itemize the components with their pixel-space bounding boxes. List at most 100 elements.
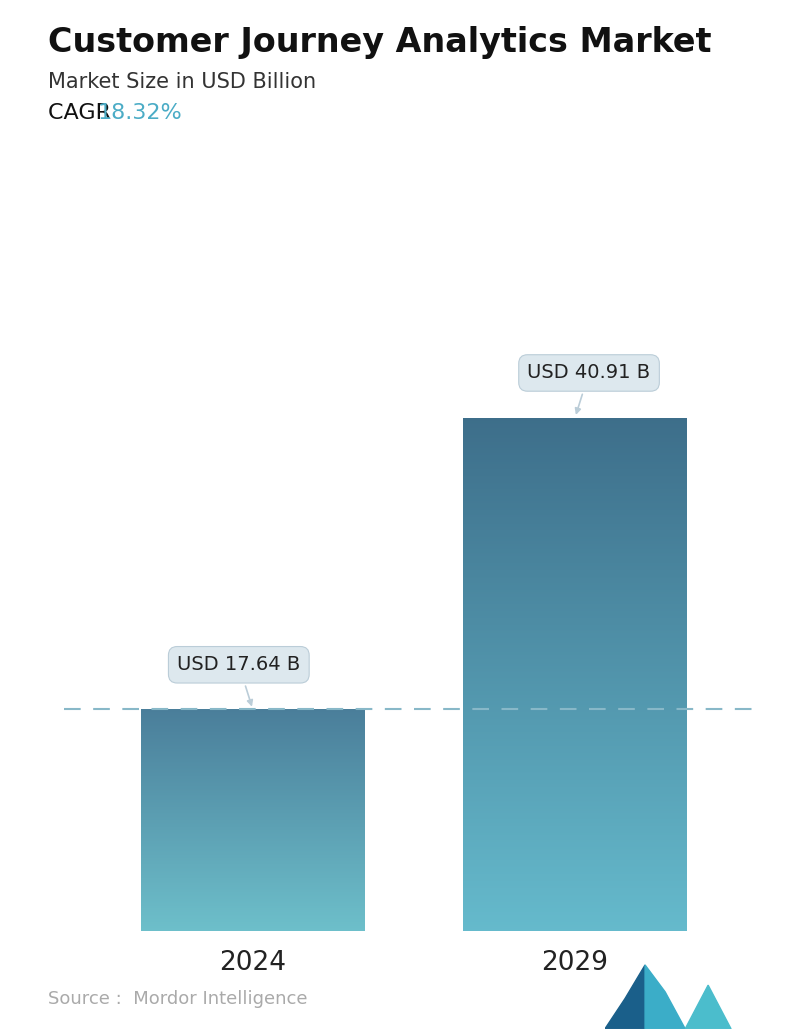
Bar	[463, 462, 687, 464]
Bar	[463, 889, 687, 891]
Bar	[463, 679, 687, 681]
Bar	[463, 789, 687, 790]
Bar	[463, 447, 687, 449]
Bar	[463, 690, 687, 691]
Bar	[463, 530, 687, 533]
Bar	[463, 538, 687, 539]
Bar	[463, 874, 687, 876]
Bar	[463, 808, 687, 810]
Bar	[463, 787, 687, 789]
Bar	[463, 468, 687, 470]
Bar	[463, 470, 687, 473]
Bar	[463, 517, 687, 518]
Bar	[463, 810, 687, 811]
Bar	[463, 761, 687, 763]
Bar	[463, 614, 687, 616]
Bar	[463, 580, 687, 582]
Bar	[463, 868, 687, 869]
Bar	[463, 785, 687, 787]
Bar	[463, 746, 687, 748]
Text: Source :  Mordor Intelligence: Source : Mordor Intelligence	[48, 991, 307, 1008]
Bar	[463, 688, 687, 690]
Bar	[463, 661, 687, 662]
Bar	[463, 813, 687, 815]
Bar	[463, 421, 687, 423]
Bar	[463, 573, 687, 575]
Bar	[463, 849, 687, 850]
Bar	[463, 486, 687, 488]
Bar	[463, 662, 687, 664]
Bar	[463, 777, 687, 779]
Bar	[463, 685, 687, 687]
Bar	[463, 455, 687, 457]
Bar	[463, 450, 687, 452]
Bar	[463, 705, 687, 706]
Bar	[463, 585, 687, 587]
Bar	[463, 643, 687, 645]
Bar	[463, 773, 687, 776]
Bar	[463, 893, 687, 894]
Bar	[463, 439, 687, 442]
Bar	[463, 824, 687, 826]
Bar	[463, 543, 687, 544]
Bar	[463, 498, 687, 499]
Bar	[463, 578, 687, 580]
Bar	[463, 917, 687, 918]
Bar	[463, 656, 687, 657]
Bar	[463, 907, 687, 909]
Bar	[463, 602, 687, 604]
Bar	[463, 795, 687, 797]
Bar	[463, 640, 687, 642]
Text: 18.32%: 18.32%	[97, 103, 181, 123]
Bar	[463, 625, 687, 627]
Bar	[463, 501, 687, 504]
Bar	[463, 818, 687, 820]
Bar	[463, 632, 687, 633]
Bar	[463, 719, 687, 721]
Bar	[463, 515, 687, 517]
Bar	[463, 533, 687, 534]
Bar	[463, 667, 687, 669]
Bar	[463, 909, 687, 910]
Bar	[463, 740, 687, 742]
Bar	[463, 510, 687, 512]
Bar	[463, 833, 687, 834]
Bar	[463, 900, 687, 902]
Bar	[463, 768, 687, 770]
Bar	[463, 857, 687, 859]
Bar	[463, 729, 687, 731]
Bar	[463, 418, 687, 420]
Bar	[463, 616, 687, 617]
Bar	[463, 599, 687, 601]
Bar	[463, 478, 687, 479]
Bar	[463, 637, 687, 638]
Bar	[463, 756, 687, 758]
Bar	[463, 753, 687, 755]
Bar	[463, 464, 687, 465]
Bar	[463, 784, 687, 785]
Bar	[463, 713, 687, 716]
Bar	[463, 797, 687, 799]
Bar	[463, 896, 687, 899]
Bar	[463, 776, 687, 777]
Bar	[463, 927, 687, 929]
Bar	[463, 820, 687, 821]
Text: USD 40.91 B: USD 40.91 B	[528, 364, 650, 414]
Bar	[463, 751, 687, 753]
Bar	[463, 483, 687, 484]
Bar	[463, 504, 687, 505]
Bar	[463, 528, 687, 530]
Bar	[463, 523, 687, 525]
Bar	[463, 758, 687, 760]
Bar	[463, 646, 687, 648]
Bar	[463, 873, 687, 874]
Bar	[463, 491, 687, 493]
Bar	[463, 570, 687, 572]
Bar	[463, 779, 687, 780]
Bar	[463, 744, 687, 746]
Bar	[463, 606, 687, 607]
Bar	[463, 575, 687, 577]
Bar	[463, 871, 687, 873]
Bar	[463, 748, 687, 750]
Bar	[463, 852, 687, 854]
